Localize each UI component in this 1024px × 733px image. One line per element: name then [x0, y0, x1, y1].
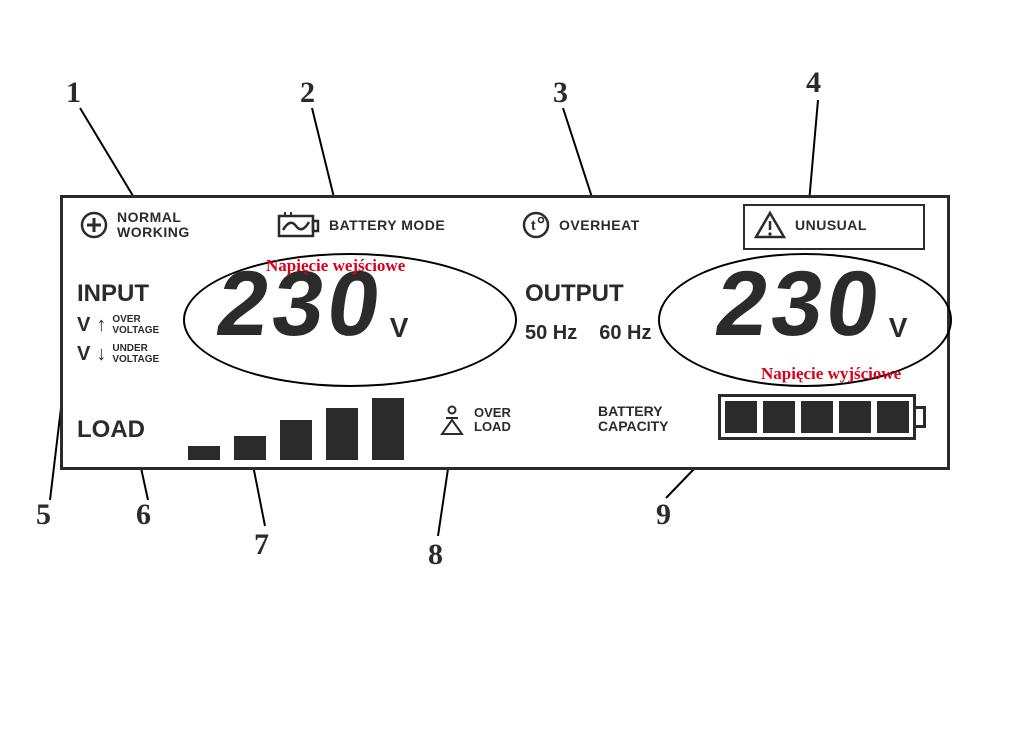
callout-9: 9: [656, 498, 671, 532]
battery-capacity-l2: CAPACITY: [598, 419, 669, 434]
load-bar-5: [372, 398, 404, 460]
under-voltage-V: V: [77, 343, 90, 366]
stage: 1 2 3 4 5 6 7 8 9 NORMAL WORKING: [0, 0, 1024, 733]
status-overheat-label: OVERHEAT: [559, 218, 640, 233]
status-battery-label: BATTERY MODE: [329, 218, 445, 233]
callout-7: 7: [254, 528, 269, 562]
output-info: OUTPUT 50 Hz 60 Hz: [525, 280, 652, 345]
output-freq: 50 Hz 60 Hz: [525, 322, 652, 345]
output-50hz: 50 Hz: [525, 322, 577, 345]
input-title: INPUT: [77, 280, 217, 308]
warning-triangle-icon: [753, 210, 787, 240]
callout-6: 6: [136, 498, 151, 532]
status-normal-line1: NORMAL: [117, 210, 190, 225]
under-voltage-l1: UNDER: [112, 344, 159, 355]
status-battery: BATTERY MODE: [277, 210, 445, 240]
overload-l2: LOAD: [474, 420, 511, 434]
under-voltage: V ↓ UNDER VOLTAGE: [77, 343, 217, 366]
battery-capacity-l1: BATTERY: [598, 404, 669, 419]
output-60hz: 60 Hz: [599, 322, 651, 345]
battery-cell-1: [725, 401, 757, 433]
load-bar-1: [188, 446, 220, 460]
callout-8: 8: [428, 538, 443, 572]
lcd-panel: NORMAL WORKING BATTERY MODE: [60, 195, 950, 470]
battery-cell-4: [839, 401, 871, 433]
callout-2: 2: [300, 76, 315, 110]
battery-cell-2: [763, 401, 795, 433]
status-row: NORMAL WORKING BATTERY MODE: [63, 210, 947, 258]
under-voltage-l2: VOLTAGE: [112, 355, 159, 366]
load-bar-2: [234, 436, 266, 460]
battery-tip: [916, 406, 926, 428]
output-annotation: Napięcie wyjściowe: [761, 364, 901, 384]
output-voltage-digits: 230 V: [711, 258, 918, 350]
overload-indicator: OVER LOAD: [438, 404, 511, 436]
callout-5: 5: [36, 498, 51, 532]
battery-mode-icon: [277, 210, 321, 240]
thermometer-icon: t: [521, 210, 551, 240]
plus-circle-icon: [79, 210, 109, 240]
input-info: INPUT V ↑ OVER VOLTAGE V ↓ UNDER VOLTAGE: [77, 280, 217, 366]
callout-1: 1: [66, 76, 81, 110]
load-title: LOAD: [77, 416, 145, 444]
status-overheat: t OVERHEAT: [521, 210, 640, 240]
output-title: OUTPUT: [525, 280, 652, 308]
output-voltage-unit: V: [882, 312, 907, 344]
battery-body: [718, 394, 916, 440]
load-bar-3: [280, 420, 312, 460]
output-voltage: 230 V: [717, 258, 911, 350]
battery-capacity-icon: [718, 394, 928, 440]
battery-cell-5: [877, 401, 909, 433]
over-voltage: V ↑ OVER VOLTAGE: [77, 314, 217, 337]
arrow-down-icon: ↓: [96, 343, 106, 366]
callout-3: 3: [553, 76, 568, 110]
overload-l1: OVER: [474, 406, 511, 420]
battery-cell-3: [801, 401, 833, 433]
svg-text:t: t: [531, 217, 536, 233]
input-voltage-unit: V: [383, 312, 408, 344]
battery-capacity-label: BATTERY CAPACITY: [598, 404, 669, 435]
arrow-up-icon: ↑: [96, 314, 106, 337]
status-unusual: UNUSUAL: [753, 210, 867, 240]
over-voltage-l1: OVER: [112, 315, 159, 326]
over-voltage-V: V: [77, 314, 90, 337]
input-annotation: Napięcie wejściowe: [266, 256, 405, 276]
status-normal: NORMAL WORKING: [79, 210, 190, 240]
status-unusual-label: UNUSUAL: [795, 218, 867, 233]
output-voltage-value: 230: [711, 258, 889, 350]
load-bars: [188, 398, 404, 460]
load-bar-4: [326, 408, 358, 460]
status-normal-label: NORMAL WORKING: [117, 210, 190, 239]
callout-4: 4: [806, 66, 821, 100]
status-normal-line2: WORKING: [117, 225, 190, 240]
over-voltage-l2: VOLTAGE: [112, 326, 159, 337]
overload-icon: [438, 404, 466, 436]
